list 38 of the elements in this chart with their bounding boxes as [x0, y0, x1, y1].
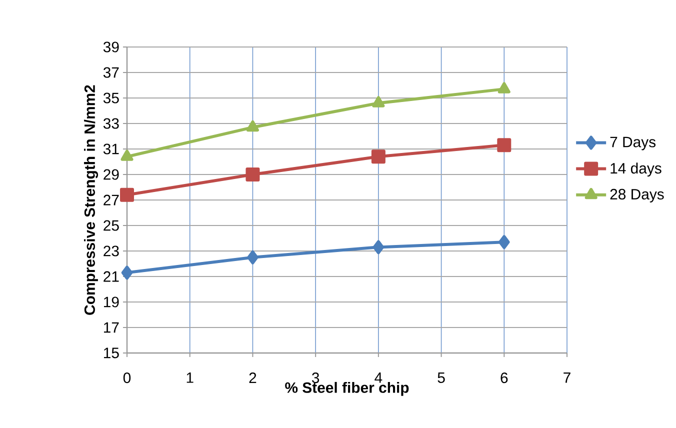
- x-tick-label: 3: [312, 372, 320, 384]
- point: [120, 150, 134, 161]
- x-tick-label: 2: [249, 372, 256, 383]
- point: [121, 266, 133, 280]
- point: [498, 235, 510, 250]
- legend-label: 28 Days: [610, 188, 664, 202]
- y-tick-label: 27: [104, 194, 119, 206]
- y-tick-label: 35: [103, 92, 119, 104]
- y-tick-label: 15: [104, 348, 119, 358]
- y-axis-title: Compressive Strength in N/mm2: [84, 85, 98, 315]
- x-tick-label: 7: [564, 372, 570, 383]
- x-axis-title: % Steel fiber chip: [285, 382, 409, 396]
- legend-label: 14 days: [610, 162, 662, 177]
- point: [372, 240, 384, 254]
- y-tick-label: 39: [103, 42, 119, 52]
- point: [120, 188, 134, 202]
- y-tick-label: 19: [104, 296, 119, 308]
- y-tick-label: 21: [104, 271, 119, 282]
- point: [372, 96, 385, 108]
- y-tick-label: 23: [104, 246, 119, 256]
- y-tick-label: 25: [104, 220, 119, 231]
- point: [497, 138, 512, 152]
- y-tick-label: 33: [103, 118, 119, 129]
- y-tick-label: 29: [104, 169, 119, 180]
- legend-label: 7 Days: [610, 136, 656, 150]
- x-tick-label: 6: [500, 372, 508, 384]
- x-tick-label: 4: [374, 372, 382, 383]
- point: [246, 168, 260, 182]
- x-tick-label: 5: [438, 372, 445, 383]
- point: [498, 82, 510, 94]
- y-tick-label: 17: [104, 322, 119, 333]
- y-tick-label: 31: [103, 144, 119, 154]
- x-tick-label: 0: [123, 372, 131, 384]
- point: [246, 120, 259, 132]
- point: [371, 150, 386, 164]
- point: [247, 250, 258, 264]
- x-tick-label: 1: [186, 372, 194, 383]
- y-tick-label: 37: [103, 67, 119, 78]
